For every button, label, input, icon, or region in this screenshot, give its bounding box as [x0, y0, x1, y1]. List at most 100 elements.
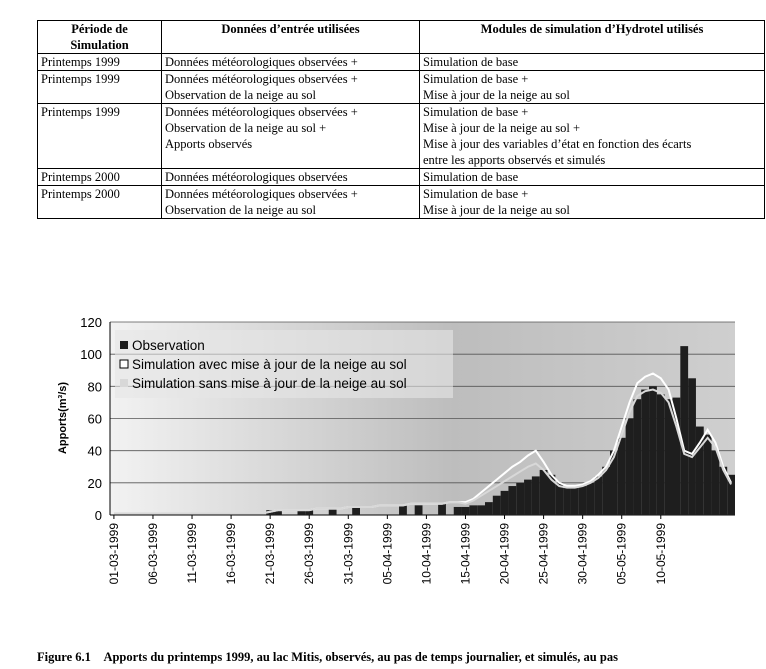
bar — [524, 479, 532, 515]
cell-line: Données météorologiques observées — [165, 170, 348, 184]
bar — [414, 505, 423, 515]
x-tick-label: 10-04-1999 — [419, 523, 433, 585]
bar — [672, 397, 681, 515]
legend-label: Observation — [132, 338, 205, 353]
x-tick-label: 25-04-1999 — [537, 523, 551, 585]
bar — [492, 495, 501, 515]
cell-line: Simulation de base + — [423, 187, 529, 201]
bar — [656, 394, 665, 515]
table-cell: Printemps 1999 — [37, 53, 162, 71]
cell-line: Printemps 2000 — [41, 187, 120, 201]
bar — [352, 506, 360, 515]
cell-line: Simulation de base — [423, 170, 519, 184]
table-cell: Printemps 1999 — [37, 70, 162, 104]
bar — [695, 426, 704, 515]
bar — [617, 437, 626, 515]
cell-line: entre les apports observés et simulés — [423, 153, 606, 167]
bar — [469, 505, 478, 515]
header-cell: Période de Simulation — [37, 20, 162, 54]
x-tick-label: 31-03-1999 — [341, 523, 355, 585]
header-row: Période de Simulation Données d’entrée uti… — [37, 20, 765, 54]
table-cell: Simulation de base + Mise à jour de la ne… — [419, 103, 765, 169]
cell-line: Simulation de base + — [423, 72, 529, 86]
y-axis-label: Apports(m³/s) — [57, 382, 69, 454]
bar — [602, 466, 610, 515]
caption: Figure 6.1 Apports du printemps 1999, au… — [37, 650, 618, 665]
table-cell: Données météorologiques observées + Obser… — [161, 70, 420, 104]
table-cell: Printemps 2000 — [37, 168, 162, 186]
bar — [305, 510, 314, 515]
table-row: Printemps 2000 Données météorologiques ob… — [37, 168, 765, 186]
table-cell: Données météorologiques observées + — [161, 53, 420, 71]
y-tick-label: 120 — [80, 315, 102, 330]
bar — [703, 434, 712, 515]
table-cell: Données météorologiques observées + Obser… — [161, 185, 420, 219]
caption-label: Figure 6.1 — [37, 650, 91, 664]
cell-line: Mise à jour de la neige au sol + — [423, 121, 581, 135]
y-tick-label: 80 — [88, 379, 102, 394]
y-tick-label: 40 — [88, 444, 102, 459]
table-row: Printemps 1999 Données météorologiques ob… — [37, 53, 765, 71]
x-tick-label: 15-04-1999 — [458, 523, 472, 585]
cell-line: Mise à jour des variables d’état en fonc… — [423, 137, 692, 151]
table-cell: Printemps 1999 — [37, 103, 162, 169]
bar — [531, 476, 540, 515]
bar — [625, 418, 634, 515]
y-tick-label: 100 — [80, 347, 102, 362]
bar — [727, 474, 735, 515]
bar — [555, 482, 564, 515]
cell-line: Simulation de base + — [423, 105, 529, 119]
y-tick-label: 20 — [88, 476, 102, 491]
cell-line: Observation de la neige au sol — [165, 88, 316, 102]
bar — [297, 510, 306, 515]
x-tick-label: 21-03-1999 — [263, 523, 277, 585]
table-row: Printemps 1999 Données météorologiques ob… — [37, 103, 765, 169]
x-tick-label: 05-05-1999 — [615, 523, 629, 585]
table-cell: Données météorologiques observées + Obser… — [161, 103, 420, 169]
cell-line: Données météorologiques observées + — [165, 187, 358, 201]
x-tick-label: 10-05-1999 — [654, 523, 668, 585]
cell-line: Données météorologiques observées + — [165, 55, 358, 69]
x-tick-label: 20-04-1999 — [498, 523, 512, 585]
bar — [399, 505, 407, 515]
cell-line: Simulation de base — [423, 55, 519, 69]
bar — [516, 482, 525, 515]
bar — [328, 508, 337, 515]
table-row: Printemps 2000 Données météorologiques ob… — [37, 185, 765, 219]
y-tick-label: 0 — [95, 508, 102, 523]
cell-line: Printemps 1999 — [41, 105, 120, 119]
legend-swatch — [120, 379, 128, 387]
bar — [539, 469, 548, 515]
legend-swatch — [120, 341, 128, 349]
table-cell: Simulation de base — [419, 168, 765, 186]
y-tick-label: 60 — [88, 412, 102, 427]
cell-line: Printemps 1999 — [41, 55, 120, 69]
bar — [461, 506, 470, 515]
legend-label: Simulation sans mise à jour de la neige … — [132, 376, 407, 391]
bar — [578, 486, 587, 515]
table-cell: Printemps 2000 — [37, 185, 162, 219]
table-row: Printemps 1999 Données météorologiques ob… — [37, 70, 765, 104]
x-tick-label: 26-03-1999 — [302, 523, 316, 585]
bar — [664, 399, 673, 515]
bar — [641, 389, 650, 515]
table-cell: Données météorologiques observées — [161, 168, 420, 186]
bar — [500, 490, 509, 515]
header-line: Modules de simulation d’Hydrotel utilisé… — [480, 22, 704, 36]
bar — [586, 482, 595, 515]
cell-line: Mise à jour de la neige au sol — [423, 88, 570, 102]
line — [113, 388, 732, 515]
header-cell: Modules de simulation d’Hydrotel utilisé… — [419, 20, 765, 54]
chart: Apports(m³/s) 0 20 40 60 80 100 120 01-03-1999 0… — [57, 315, 735, 585]
x-tick-label: 16-03-1999 — [224, 523, 238, 585]
table-cell: Simulation de base — [419, 53, 765, 71]
cell-line: Printemps 1999 — [41, 72, 120, 86]
bar — [477, 505, 485, 515]
bar — [438, 503, 446, 515]
bar — [570, 487, 579, 515]
x-tick-label: 01-03-1999 — [107, 523, 121, 585]
legend-label: Simulation avec mise à jour de la neige … — [132, 357, 407, 372]
cell-line: Observation de la neige au sol + — [165, 121, 327, 135]
bar — [508, 486, 517, 515]
